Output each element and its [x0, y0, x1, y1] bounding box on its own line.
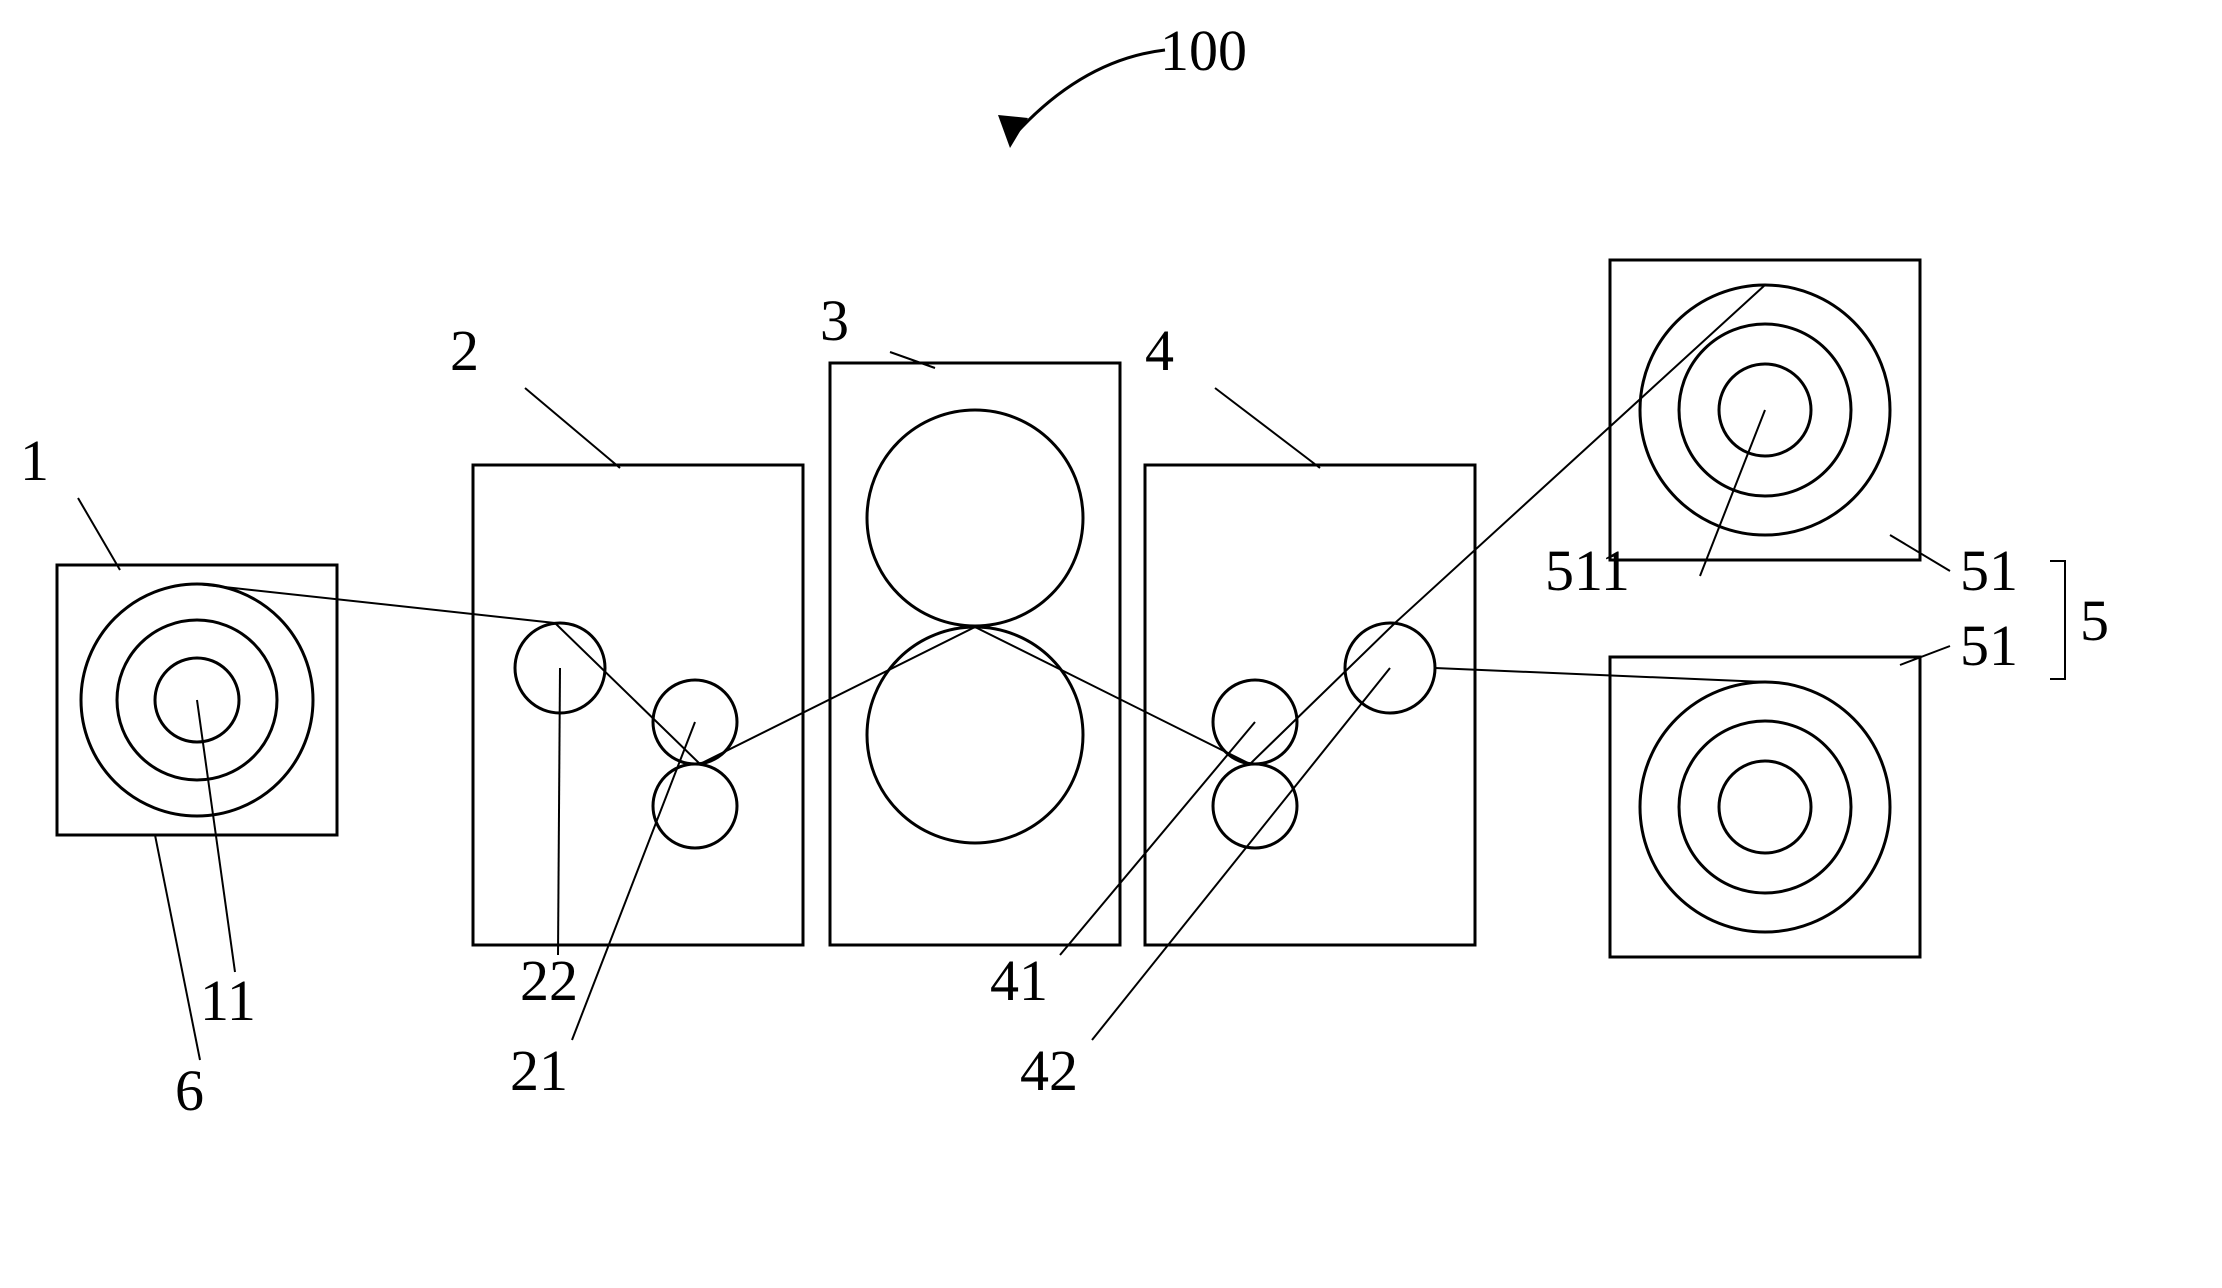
- leader-l22: [558, 668, 560, 955]
- bracket-5: [2050, 561, 2065, 679]
- label-511: 511: [1545, 538, 1630, 603]
- label-42: 42: [1020, 1038, 1078, 1103]
- label-3: 3: [820, 288, 849, 353]
- label-22: 22: [520, 948, 578, 1013]
- label-1: 1: [20, 428, 49, 493]
- roller-3-top: [867, 410, 1083, 626]
- leader-l2: [525, 388, 620, 468]
- label-5: 5: [2080, 588, 2109, 653]
- roller-3-bot: [867, 627, 1083, 843]
- reel-51-bottom-ring-1: [1679, 721, 1851, 893]
- web-path-top: [197, 285, 1765, 764]
- box-51-bottom: [1610, 657, 1920, 957]
- leader-l6: [155, 835, 200, 1060]
- label-2: 2: [450, 318, 479, 383]
- label-6: 6: [175, 1058, 204, 1123]
- label-100: 100: [1160, 18, 1247, 83]
- arrow-100-arc: [1010, 50, 1165, 140]
- leader-l511: [1700, 410, 1765, 576]
- leader-l4: [1215, 388, 1320, 468]
- label-41: 41: [990, 948, 1048, 1013]
- roller-2-bot: [653, 764, 737, 848]
- label-21: 21: [510, 1038, 568, 1103]
- box-3: [830, 363, 1120, 945]
- web-path-bottom: [1435, 668, 1765, 682]
- mechanical-diagram: 1 2 3 4 5 6 11 21 22 41 42 100 511 51 51: [0, 0, 2222, 1288]
- label-4: 4: [1145, 318, 1174, 383]
- leader-l3: [890, 352, 935, 368]
- leader-l21: [572, 722, 695, 1040]
- label-51b: 51: [1960, 613, 2018, 678]
- label-11: 11: [200, 968, 256, 1033]
- leader-l42: [1092, 668, 1390, 1040]
- label-51a: 51: [1960, 538, 2018, 603]
- leader-l41: [1060, 722, 1255, 955]
- reel-51-bottom-ring-2: [1719, 761, 1811, 853]
- arrow-100-head: [998, 115, 1028, 148]
- leader-l1: [78, 498, 120, 570]
